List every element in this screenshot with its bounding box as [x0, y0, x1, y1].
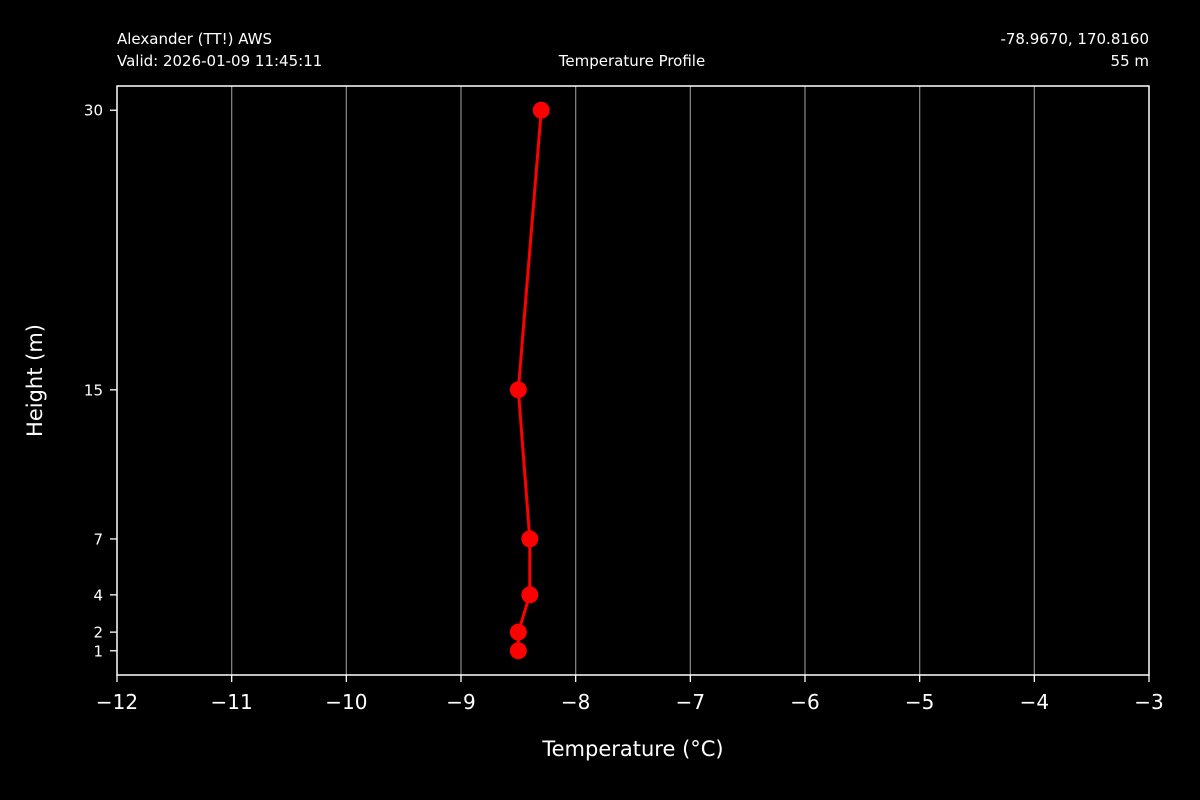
grid — [231, 86, 1035, 675]
x-tick-label: −3 — [1134, 690, 1163, 714]
x-axis-label: Temperature (°C) — [541, 737, 723, 761]
x-tick-label: −12 — [96, 690, 138, 714]
y-tick-label: 2 — [93, 624, 103, 642]
data-point — [532, 101, 550, 119]
data-point — [521, 530, 539, 548]
chart-title: Temperature Profile — [558, 52, 706, 70]
x-tick-label: −11 — [211, 690, 253, 714]
station-name: Alexander (TT!) AWS — [117, 30, 272, 48]
x-tick-label: −7 — [676, 690, 705, 714]
coordinates: -78.9670, 170.8160 — [1000, 30, 1149, 48]
y-axis-label: Height (m) — [23, 324, 47, 437]
y-tick-label: 15 — [84, 381, 103, 399]
x-tick-label: −10 — [325, 690, 367, 714]
elevation: 55 m — [1110, 52, 1149, 70]
location-header: -78.9670, 170.8160 55 m — [1000, 28, 1149, 72]
x-tick-label: −6 — [790, 690, 819, 714]
plot-frame — [116, 85, 1150, 676]
x-tick-label: −8 — [561, 690, 590, 714]
y-tick-label: 7 — [93, 530, 103, 548]
y-tick-label: 30 — [84, 102, 103, 120]
x-tick-label: −9 — [446, 690, 475, 714]
data-point — [509, 381, 527, 399]
data-point — [509, 642, 527, 660]
data-point — [521, 586, 539, 604]
series-layer — [509, 101, 550, 660]
y-tick-label: 4 — [93, 586, 103, 604]
y-tick-label: 1 — [93, 642, 103, 660]
series-line — [516, 110, 543, 651]
data-point — [509, 623, 527, 641]
ticks: −12 −11 −10 −9 −8 −7 −6 −5 −4 −3 12 4 7 15 30 — [84, 102, 1164, 714]
valid-time: Valid: 2026-01-09 11:45:11 — [117, 52, 323, 70]
x-tick-label: −5 — [905, 690, 934, 714]
station-header: Alexander (TT!) AWS Valid: 2026-01-09 11… — [117, 28, 322, 72]
x-tick-label: −4 — [1020, 690, 1049, 714]
